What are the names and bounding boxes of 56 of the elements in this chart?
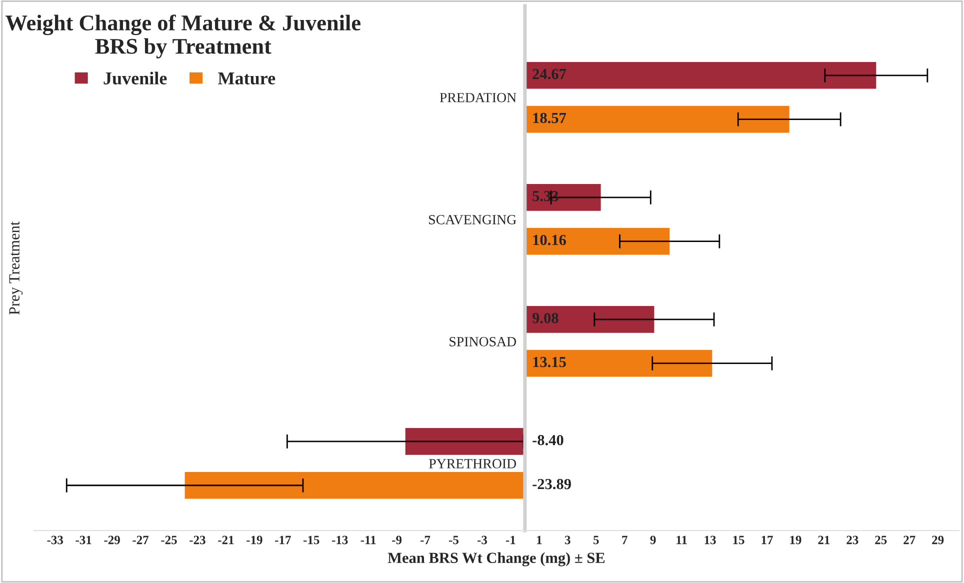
x-tick-label: -27 [132,536,149,544]
y-axis-title: Prey Treatment [9,221,23,315]
text: Weight Change of Mature & Juvenile BRS by Treatment [6,14,360,58]
bar [524,62,876,89]
bar [524,350,712,377]
data-label: 18.57 [533,112,566,124]
x-tick-label: 27 [904,536,916,544]
data-label: 24.67 [532,68,566,80]
x-tick-label: -19 [246,536,262,544]
bar [405,428,525,455]
bar [524,306,654,333]
x-tick-label: 11 [676,536,687,544]
legend-label: Juvenile [104,72,167,84]
legend-label: Mature [218,72,276,84]
x-tick-label: -7 [420,536,430,544]
y-tick-label: PREDATION [440,92,516,102]
x-tick-label: 29 [932,536,944,544]
x-tick-label: 21 [818,536,830,544]
bar [524,228,670,255]
data-label: 10.16 [533,234,566,246]
x-tick-label: -15 [304,536,320,544]
x-tick-label: 5 [594,536,599,544]
x-tick-label: 3 [564,536,570,544]
data-label: 9.08 [532,312,558,324]
x-tick-label: -17 [275,536,291,544]
data-label: -23.89 [532,478,571,490]
x-tick-label: 17 [762,536,773,544]
data-label: -8.40 [532,434,564,446]
x-tick-label: -5 [449,536,458,544]
x-axis-title: Mean BRS Wt Change (mg) ± SE [388,552,605,566]
x-tick-label: 1 [537,536,542,544]
x-tick-label: -33 [47,536,63,544]
x-tick-label: -11 [360,536,376,544]
x-tick-label: -21 [218,536,234,544]
bar [524,184,601,211]
x-tick-label: 7 [622,536,628,544]
x-tick-label: 9 [650,536,656,544]
x-tick-label: -1 [506,536,516,544]
x-tick-label: 25 [875,536,887,544]
bar [184,472,525,499]
x-tick-label: 15 [733,536,744,544]
x-tick-label: 13 [704,536,716,544]
y-tick-label: PYRETHROID [429,459,516,468]
x-tick-label: -9 [392,536,402,544]
x-tick-label: -3 [477,536,487,544]
x-tick-label: -23 [190,536,206,544]
y-tick-label: SPINOSAD [450,337,516,346]
bar [524,106,790,133]
x-tick-label: 19 [790,536,802,544]
x-tick-label: 23 [846,536,858,544]
x-tick-label: -25 [161,536,177,544]
y-tick-label: SCAVENGING [429,214,516,224]
x-tick-label: -13 [332,536,348,544]
data-label: 13.15 [533,356,566,368]
x-tick-label: -29 [104,536,120,544]
x-tick-label: -31 [76,536,92,544]
